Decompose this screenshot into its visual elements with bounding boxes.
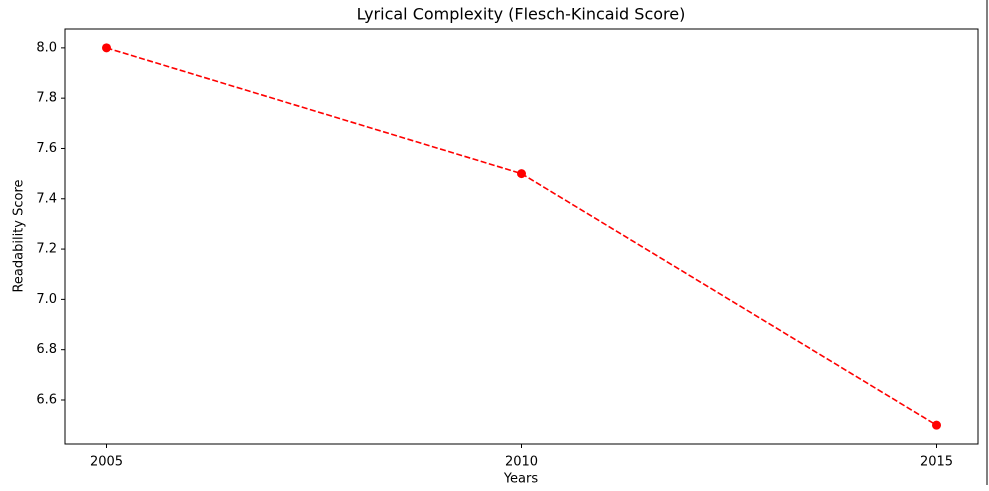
y-tick-label: 7.8 bbox=[36, 91, 57, 106]
x-tick-label: 2005 bbox=[90, 455, 123, 470]
y-axis-label: Readability Score bbox=[12, 179, 27, 292]
chart-title: Lyrical Complexity (Flesch-Kincaid Score… bbox=[357, 5, 686, 24]
y-tick-label: 7.2 bbox=[36, 242, 57, 257]
y-tick-label: 7.0 bbox=[36, 292, 57, 307]
y-tick-label: 8.0 bbox=[36, 40, 57, 55]
x-tick-label: 2010 bbox=[505, 455, 538, 470]
point bbox=[932, 420, 941, 430]
y-tick-label: 6.6 bbox=[36, 392, 57, 407]
point bbox=[102, 43, 111, 53]
plot-frame bbox=[64, 28, 979, 445]
y-tick-label: 7.4 bbox=[36, 191, 57, 206]
y-tick-label: 6.8 bbox=[36, 342, 57, 357]
y-tick-label: 7.6 bbox=[36, 141, 57, 156]
x-axis-label: Years bbox=[503, 472, 539, 487]
line bbox=[106, 47, 937, 426]
point bbox=[517, 169, 526, 179]
x-tick-label: 2015 bbox=[920, 455, 953, 470]
